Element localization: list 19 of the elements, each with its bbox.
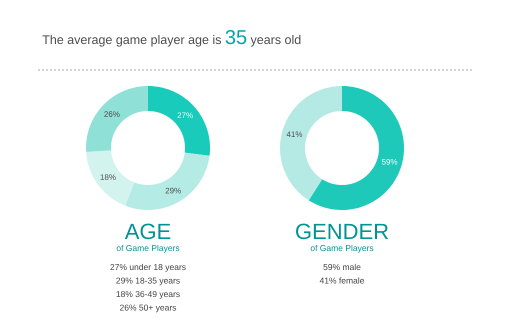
data-label: 59% [382,158,398,165]
text: 41% female [320,277,364,284]
text: 29% 18-35 years [116,278,180,286]
data-label: 41% [286,131,302,137]
text: GENDER [296,224,388,240]
text: of Game Players [116,244,180,253]
text: 35 [226,30,246,44]
data-label: 26% [104,111,120,117]
text: 18% 36-49 years [116,291,180,299]
text: years old [250,34,300,47]
text: of Game Players [310,244,374,253]
data-label: 27% [178,112,193,118]
text: 26% 50+ years [120,304,176,312]
text: The average game player age is [42,34,221,47]
data-label: 18% [100,174,116,180]
text: 59% male [323,264,361,270]
data-label: 29% [166,188,181,194]
text: AGE [124,224,170,240]
text: 27% under 18 years [110,264,186,272]
